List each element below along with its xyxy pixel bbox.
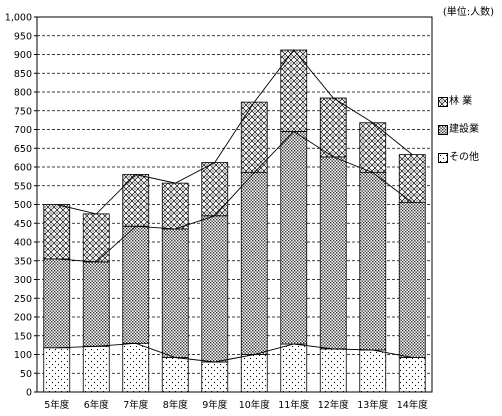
legend-label-forestry: 林 業 — [449, 96, 473, 107]
bar-segment-construction — [359, 172, 387, 351]
connector-lines — [56, 49, 413, 363]
y-tick-label: 750 — [14, 106, 32, 117]
legend-swatch-forestry — [438, 97, 448, 107]
y-tick-label: 250 — [14, 294, 32, 305]
y-tick-label: 500 — [14, 200, 32, 211]
y-tick-label: 100 — [14, 350, 32, 361]
x-tick-label: 9年度 — [202, 399, 228, 411]
legend-label-other: その他 — [449, 152, 479, 163]
bar-segment-other — [161, 357, 189, 393]
bar-segment-forestry — [43, 204, 71, 260]
bar-segment-construction — [319, 156, 347, 350]
bar-segment-other — [280, 343, 308, 393]
bar-segment-forestry — [122, 174, 150, 227]
bar-segment-forestry — [201, 162, 229, 217]
legend-label-construction: 建設業 — [449, 124, 479, 135]
y-tick-label: 300 — [14, 275, 32, 286]
legend-item-other: その他 — [438, 152, 500, 172]
y-tick-label: 150 — [14, 331, 32, 342]
y-tick-label: 0 — [26, 388, 32, 399]
legend-swatch-other — [438, 153, 448, 163]
y-tick-label: 850 — [14, 69, 32, 80]
y-tick-label: 200 — [14, 313, 32, 324]
x-tick-label: 12年度 — [318, 399, 350, 411]
bar-segment-other — [201, 361, 229, 393]
legend-swatch-construction — [438, 125, 448, 135]
y-tick-label: 700 — [14, 125, 32, 136]
y-tick-label: 1,000 — [5, 13, 32, 24]
bar-segment-other — [122, 342, 150, 393]
bar-segment-construction — [280, 130, 308, 345]
bar-segment-construction — [122, 225, 150, 344]
x-tick-label: 8年度 — [163, 399, 189, 411]
y-tick-label: 400 — [14, 238, 32, 249]
legend-item-forestry: 林 業 — [438, 96, 500, 116]
bar-segment-construction — [82, 261, 110, 347]
bar-segment-forestry — [82, 213, 110, 263]
y-tick-label: 350 — [14, 256, 32, 267]
legend-item-construction: 建設業 — [438, 124, 500, 144]
x-tick-label: 13年度 — [357, 399, 389, 411]
x-tick-label: 10年度 — [239, 399, 271, 411]
x-tick-label: 11年度 — [278, 399, 310, 411]
bar-segment-construction — [161, 228, 189, 358]
y-axis-ticks: 0 50 100 150 200 250 300 350 400 450 500 550 600 650 7… — [5, 13, 37, 399]
connector-line-other — [56, 342, 413, 363]
bar-segment-construction — [43, 258, 71, 349]
x-axis-ticks: 5年度 6年度 7年度 8年度 9年度 10年度 11年度 12年度 13年度 14年度 — [44, 399, 428, 411]
bar-segment-other — [43, 347, 71, 393]
bar-segment-forestry — [359, 122, 387, 174]
bar-segment-other — [319, 348, 347, 393]
y-tick-label: 50 — [20, 369, 32, 380]
x-tick-label: 7年度 — [123, 399, 149, 411]
x-tick-label: 14年度 — [397, 399, 429, 411]
bar-segment-construction — [398, 202, 426, 358]
unit-label: (単位:人数) — [442, 7, 494, 18]
y-tick-label: 900 — [14, 50, 32, 61]
bar-segment-forestry — [161, 182, 189, 230]
bar-segment-other — [240, 354, 268, 393]
bar-segment-forestry — [240, 101, 268, 174]
bar-segment-other — [82, 345, 110, 393]
bar-segment-other — [398, 357, 426, 393]
x-tick-label: 6年度 — [84, 399, 110, 411]
bars — [43, 49, 426, 393]
x-tick-label: 5年度 — [44, 399, 70, 411]
y-tick-label: 950 — [14, 31, 32, 42]
bar-segment-construction — [201, 215, 229, 363]
y-tick-label: 450 — [14, 219, 32, 230]
bar-segment-forestry — [398, 154, 426, 204]
connector-line-forestry — [56, 49, 413, 215]
bar-segment-construction — [240, 172, 268, 355]
y-tick-label: 650 — [14, 144, 32, 155]
y-tick-label: 800 — [14, 88, 32, 99]
y-tick-label: 600 — [14, 163, 32, 174]
plot-frame — [36, 16, 433, 393]
legend: 林 業 建設業 その他 — [438, 96, 500, 180]
bar-segment-other — [359, 349, 387, 393]
connector-line-construction — [56, 130, 413, 263]
bar-segment-forestry — [319, 97, 347, 158]
y-tick-label: 550 — [14, 181, 32, 192]
